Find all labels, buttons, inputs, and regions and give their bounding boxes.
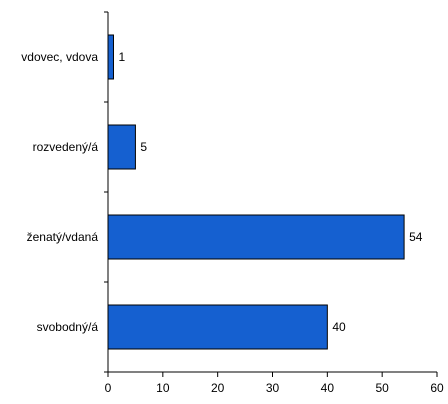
bar bbox=[107, 124, 136, 170]
bar bbox=[107, 34, 114, 80]
bars bbox=[107, 34, 405, 350]
x-tick-label: 40 bbox=[321, 381, 335, 395]
data-label: 54 bbox=[409, 230, 423, 244]
x-tick-label: 60 bbox=[430, 381, 444, 395]
x-tick-label: 20 bbox=[211, 381, 225, 395]
category-label: vdovec, vdova bbox=[21, 50, 98, 64]
category-label: ženatý/vdaná bbox=[27, 230, 99, 244]
category-label: rozvedený/á bbox=[33, 140, 99, 154]
axes: 0 10 20 30 40 50 60 bbox=[104, 11, 444, 395]
category-label: svobodný/á bbox=[37, 320, 99, 334]
x-tick-label: 10 bbox=[156, 381, 170, 395]
x-tick-label: 30 bbox=[266, 381, 280, 395]
bar bbox=[107, 304, 328, 350]
data-label: 40 bbox=[332, 320, 346, 334]
data-label: 5 bbox=[140, 140, 147, 154]
bar bbox=[107, 214, 405, 260]
labels: vdovec, vdova 1 rozvedený/á 5 ženatý/vdaná 54… bbox=[21, 50, 422, 334]
data-label: 1 bbox=[118, 50, 125, 64]
x-tick-label: 0 bbox=[105, 381, 112, 395]
x-tick-label: 50 bbox=[375, 381, 389, 395]
